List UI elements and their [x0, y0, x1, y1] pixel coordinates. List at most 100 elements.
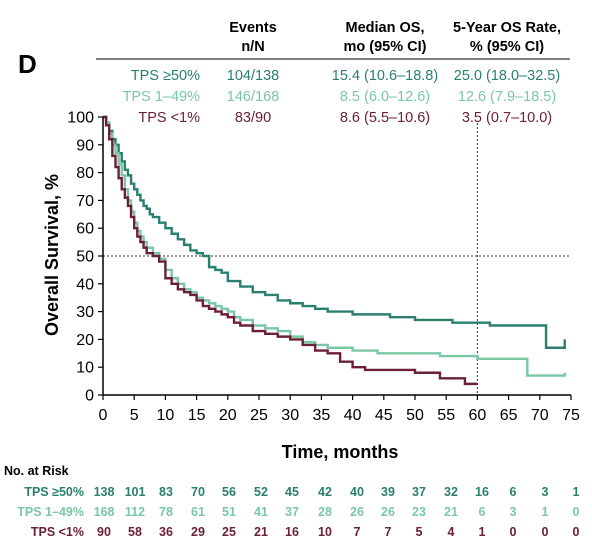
risk-cell: 39 [381, 485, 395, 499]
risk-row-label: TPS <1% [31, 525, 84, 539]
x-tick-label: 45 [375, 407, 393, 424]
risk-cell: 112 [125, 505, 145, 519]
risk-cell: 58 [128, 525, 142, 539]
header-events-line2: n/N [241, 39, 264, 55]
y-axis-label: Overall Survival, % [42, 174, 62, 336]
survival-curve-series-2 [103, 115, 566, 377]
header-rate-line1: 5-Year OS Rate, [453, 20, 561, 36]
y-tick-label: 70 [76, 193, 94, 210]
risk-cell: 70 [191, 485, 205, 499]
x-tick-label: 40 [344, 407, 362, 424]
summary-table-header: Events n/N Median OS, mo (95% CI) 5-Year… [229, 20, 561, 55]
axes: 0 10 20 30 40 50 60 70 80 90 100 0 5 10 15 20 25 30 35 40 45… [67, 110, 580, 425]
x-tick-label: 5 [130, 407, 139, 424]
x-tick-label: 60 [469, 407, 487, 424]
x-axis-label: Time, months [282, 442, 399, 462]
risk-cell: 25 [222, 525, 236, 539]
row-rate-tps149: 12.6 (7.9–18.5) [458, 89, 556, 105]
row-events-tps1: 83/90 [235, 110, 271, 126]
y-tick-label: 90 [76, 137, 94, 154]
y-tick-label: 30 [76, 304, 94, 321]
risk-cell: 168 [94, 505, 115, 519]
y-tick-label: 0 [85, 388, 94, 405]
risk-cell: 83 [159, 485, 173, 499]
row-rate-tps1: 3.5 (0.7–10.0) [462, 110, 552, 126]
y-tick-label: 60 [76, 221, 94, 238]
risk-cell: 28 [318, 505, 332, 519]
survival-curves [103, 115, 566, 386]
risk-cell: 61 [191, 505, 205, 519]
risk-cell: 0 [573, 525, 580, 539]
risk-table: TPS ≥50% 138 101 83 70 56 52 45 42 40 39 37 32 16 6 3 1T… [17, 485, 579, 539]
risk-cell: 1 [479, 525, 486, 539]
row-group-tps1: TPS <1% [138, 110, 200, 126]
risk-row-label: TPS 1–49% [17, 505, 84, 519]
y-tick-label: 20 [76, 332, 94, 349]
header-median-line1: Median OS, [346, 20, 425, 36]
risk-cell: 56 [222, 485, 236, 499]
row-events-tps149: 146/168 [227, 89, 279, 105]
reference-lines [103, 123, 571, 395]
x-tick-label: 25 [250, 407, 268, 424]
risk-cell: 101 [125, 485, 146, 499]
risk-row-label: TPS ≥50% [24, 485, 84, 499]
risk-cell: 26 [381, 505, 395, 519]
x-tick-label: 75 [562, 407, 580, 424]
y-tick-label: 40 [76, 276, 94, 293]
row-rate-tps50: 25.0 (18.0–32.5) [454, 68, 560, 84]
summary-table-row: TPS <1% 83/90 8.6 (5.5–10.6) 3.5 (0.7–10… [138, 110, 552, 126]
risk-cell: 41 [254, 505, 268, 519]
risk-cell: 7 [354, 525, 361, 539]
risk-cell: 36 [159, 525, 173, 539]
risk-cell: 21 [444, 505, 458, 519]
row-group-tps50: TPS ≥50% [131, 68, 200, 84]
x-tick-label: 50 [406, 407, 424, 424]
risk-cell: 23 [412, 505, 426, 519]
risk-cell: 7 [385, 525, 392, 539]
risk-cell: 21 [254, 525, 268, 539]
x-tick-label: 20 [219, 407, 237, 424]
row-median-tps1: 8.6 (5.5–10.6) [340, 110, 430, 126]
risk-cell: 6 [510, 485, 517, 499]
x-tick-label: 15 [188, 407, 206, 424]
row-group-tps149: TPS 1–49% [123, 89, 200, 105]
risk-cell: 138 [94, 485, 115, 499]
risk-cell: 37 [412, 485, 426, 499]
summary-table-row: TPS ≥50% 104/138 15.4 (10.6–18.8) 25.0 (… [131, 68, 560, 84]
x-tick-label: 0 [99, 407, 108, 424]
risk-cell: 0 [510, 525, 517, 539]
risk-cell: 52 [254, 485, 268, 499]
x-tick-label: 35 [313, 407, 331, 424]
risk-table-title: No. at Risk [4, 464, 69, 478]
y-tick-label: 100 [67, 110, 94, 127]
summary-table-row: TPS 1–49% 146/168 8.5 (6.0–12.6) 12.6 (7… [123, 89, 557, 105]
x-tick-label: 55 [437, 407, 455, 424]
row-events-tps50: 104/138 [227, 68, 279, 84]
x-tick-label: 30 [281, 407, 299, 424]
risk-cell: 40 [350, 485, 364, 499]
risk-cell: 4 [448, 525, 455, 539]
row-median-tps50: 15.4 (10.6–18.8) [332, 68, 438, 84]
header-median-line2: mo (95% CI) [344, 39, 427, 55]
risk-cell: 45 [285, 485, 299, 499]
risk-cell: 0 [542, 525, 549, 539]
y-tick-label: 80 [76, 165, 94, 182]
risk-cell: 3 [542, 485, 549, 499]
row-median-tps149: 8.5 (6.0–12.6) [340, 89, 430, 105]
risk-cell: 51 [222, 505, 236, 519]
risk-cell: 6 [479, 505, 486, 519]
risk-cell: 1 [542, 505, 549, 519]
risk-cell: 90 [97, 525, 111, 539]
header-rate-line2: % (95% CI) [470, 39, 544, 55]
risk-cell: 1 [573, 485, 580, 499]
risk-cell: 26 [350, 505, 364, 519]
risk-cell: 32 [444, 485, 458, 499]
risk-cell: 10 [318, 525, 332, 539]
panel-label: D [18, 49, 37, 79]
risk-cell: 42 [318, 485, 332, 499]
x-tick-label: 10 [157, 407, 175, 424]
risk-cell: 0 [573, 505, 580, 519]
x-tick-label: 70 [531, 407, 549, 424]
x-tick-label: 65 [500, 407, 518, 424]
